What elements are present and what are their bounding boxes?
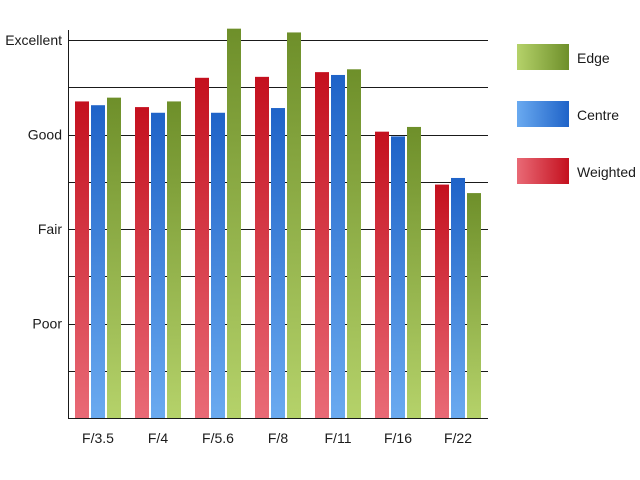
legend-swatch	[517, 158, 569, 184]
bar-centre-F22	[451, 177, 465, 418]
y-tick-label: Poor	[32, 316, 62, 332]
x-tick-label: F/8	[268, 430, 288, 446]
bar-centre-F4	[151, 112, 165, 418]
legend: Edge Centre Weighted	[517, 44, 636, 184]
bar-weighted-F16	[375, 131, 389, 419]
bar-weighted-F8	[255, 76, 269, 418]
bar-edge-F4	[167, 101, 181, 419]
y-tick-label: Excellent	[5, 32, 62, 48]
x-tick-labels: F/3.5 F/4 F/5.6 F/8 F/11 F/16 F/22	[82, 430, 472, 446]
y-tick-label: Good	[28, 127, 62, 143]
bar-weighted-F56	[195, 77, 209, 419]
legend-swatch	[517, 101, 569, 127]
legend-item-centre: Centre	[517, 101, 619, 127]
bar-centre-F11	[331, 74, 345, 418]
legend-item-weighted: Weighted	[517, 158, 636, 184]
bar-weighted-F4	[135, 107, 149, 418]
axes	[68, 30, 488, 419]
x-tick-label: F/11	[325, 430, 352, 446]
x-tick-label: F/4	[148, 430, 168, 446]
x-tick-label: F/22	[444, 430, 472, 446]
bar-weighted-F35	[75, 101, 89, 419]
bar-centre-F35	[91, 105, 105, 418]
y-tick-label: Fair	[38, 221, 62, 237]
legend-label: Weighted	[577, 164, 636, 180]
bar-weighted-F11	[315, 72, 329, 418]
bar-edge-F16	[407, 126, 421, 418]
bar-edge-F35	[107, 97, 121, 419]
bar-edge-F11	[347, 69, 361, 419]
bar-centre-F16	[391, 136, 405, 418]
y-tick-labels: Poor Fair Good Excellent	[5, 32, 62, 332]
bar-edge-F56	[227, 28, 241, 418]
x-tick-label: F/3.5	[82, 430, 114, 446]
bar-weighted-F22	[435, 184, 449, 418]
legend-label: Edge	[577, 50, 610, 66]
bar-centre-F56	[211, 112, 225, 418]
x-tick-label: F/16	[384, 430, 412, 446]
legend-swatch	[517, 44, 569, 70]
legend-item-edge: Edge	[517, 44, 610, 70]
bar-edge-F22	[467, 193, 481, 418]
bars	[75, 28, 481, 419]
x-tick-label: F/5.6	[202, 430, 234, 446]
bar-centre-F8	[271, 108, 285, 418]
bar-edge-F8	[287, 32, 301, 418]
legend-label: Centre	[577, 107, 619, 123]
